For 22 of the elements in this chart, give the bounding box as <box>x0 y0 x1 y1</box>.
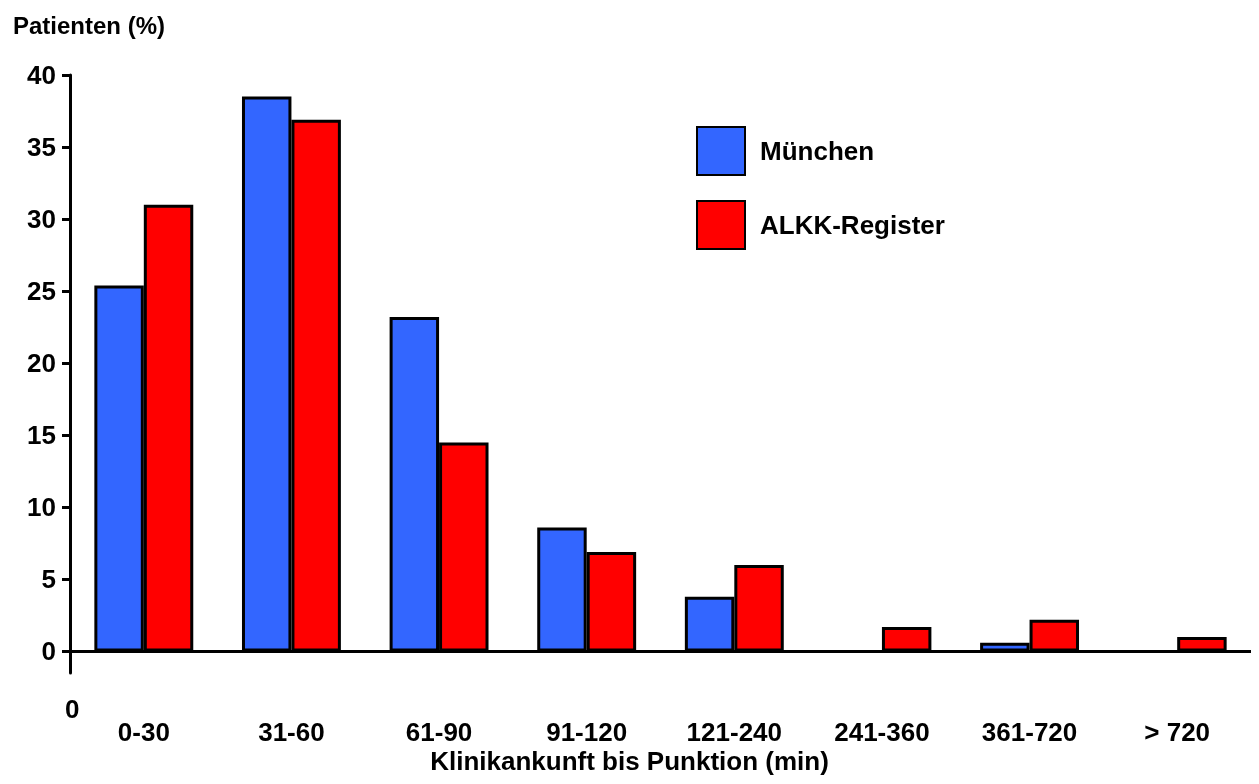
text: 0 <box>65 694 80 724</box>
x-tick-label: 0-30 <box>117 717 170 747</box>
y-tick-label: 25 <box>27 276 56 307</box>
x-tick-label: 31-60 <box>258 717 325 747</box>
x-tick-label: 121-240 <box>686 717 783 747</box>
x-axis-title: Klinikankunft bis Punktion (min) <box>430 746 829 776</box>
y-tick-label: 40 <box>27 60 56 90</box>
y-tick-label: 10 <box>27 492 56 523</box>
x-tick-label: 241-360 <box>834 717 930 747</box>
y-tick-label: 35 <box>27 132 56 163</box>
legend-label: München <box>760 136 875 166</box>
x-tick-label: 91-120 <box>546 717 628 747</box>
legend-label: ALKK-Register <box>760 210 945 240</box>
x-tick-label: 361-720 <box>981 717 1078 747</box>
x-tick-label: > 720 <box>1144 717 1211 747</box>
y-tick-label: 0 <box>41 636 56 667</box>
y-tick-label: 15 <box>27 420 56 451</box>
x-tick-label: 61-90 <box>405 717 473 747</box>
y-axis-title: Patienten (%) <box>13 11 166 39</box>
y-tick-label: 5 <box>41 564 56 595</box>
y-tick-label: 20 <box>27 348 56 379</box>
y-tick-label: 30 <box>27 204 56 235</box>
